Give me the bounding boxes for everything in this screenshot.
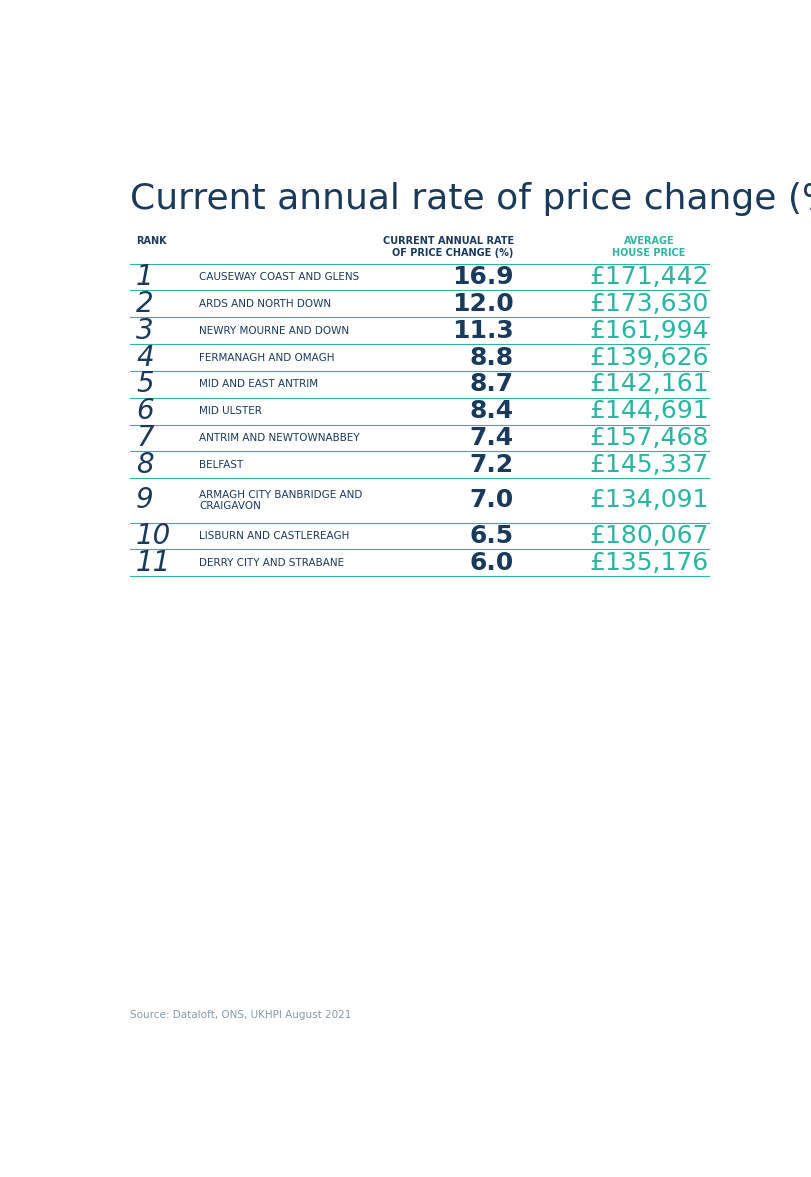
Text: CURRENT ANNUAL RATE
OF PRICE CHANGE (%): CURRENT ANNUAL RATE OF PRICE CHANGE (%) xyxy=(382,237,513,258)
Text: 10: 10 xyxy=(136,523,171,550)
Text: ARMAGH CITY BANBRIDGE AND
CRAIGAVON: ARMAGH CITY BANBRIDGE AND CRAIGAVON xyxy=(199,490,362,511)
Text: £139,626: £139,626 xyxy=(589,346,708,370)
Text: 4: 4 xyxy=(136,344,153,372)
Text: £161,994: £161,994 xyxy=(589,319,708,343)
Text: CAUSEWAY COAST AND GLENS: CAUSEWAY COAST AND GLENS xyxy=(199,272,358,282)
Text: 9: 9 xyxy=(136,486,153,514)
Text: 8.4: 8.4 xyxy=(469,399,513,424)
Text: 2: 2 xyxy=(136,290,153,318)
Text: NEWRY MOURNE AND DOWN: NEWRY MOURNE AND DOWN xyxy=(199,326,349,335)
Text: Source: Dataloft, ONS, UKHPI August 2021: Source: Dataloft, ONS, UKHPI August 2021 xyxy=(130,1010,351,1020)
Text: £142,161: £142,161 xyxy=(589,372,708,397)
Text: 7.2: 7.2 xyxy=(469,453,513,477)
Text: 16.9: 16.9 xyxy=(452,265,513,290)
Text: 6: 6 xyxy=(136,397,153,425)
Text: £157,468: £157,468 xyxy=(589,426,708,450)
Text: 5: 5 xyxy=(136,371,153,398)
Text: 7.0: 7.0 xyxy=(469,488,513,512)
Text: LISBURN AND CASTLEREAGH: LISBURN AND CASTLEREAGH xyxy=(199,531,349,541)
Text: 1: 1 xyxy=(136,262,153,291)
Text: 8: 8 xyxy=(136,451,153,479)
Text: 8.8: 8.8 xyxy=(469,346,513,370)
Text: 6.0: 6.0 xyxy=(469,551,513,574)
Text: 8.7: 8.7 xyxy=(469,372,513,397)
Text: ARDS AND NORTH DOWN: ARDS AND NORTH DOWN xyxy=(199,299,331,308)
Text: £145,337: £145,337 xyxy=(589,453,708,477)
Text: AVERAGE
HOUSE PRICE: AVERAGE HOUSE PRICE xyxy=(611,237,684,258)
Text: £135,176: £135,176 xyxy=(589,551,708,574)
Text: 3: 3 xyxy=(136,317,153,345)
Text: FERMANAGH AND OMAGH: FERMANAGH AND OMAGH xyxy=(199,353,334,363)
Text: £180,067: £180,067 xyxy=(589,524,708,548)
Text: 7.4: 7.4 xyxy=(469,426,513,450)
Text: £144,691: £144,691 xyxy=(589,399,708,424)
Text: RANK: RANK xyxy=(136,237,166,246)
Text: 6.5: 6.5 xyxy=(469,524,513,548)
Text: MID ULSTER: MID ULSTER xyxy=(199,406,262,417)
Text: MID AND EAST ANTRIM: MID AND EAST ANTRIM xyxy=(199,379,318,390)
Text: 7: 7 xyxy=(136,424,153,452)
Text: 12.0: 12.0 xyxy=(452,292,513,315)
Text: BELFAST: BELFAST xyxy=(199,460,243,470)
Text: £173,630: £173,630 xyxy=(589,292,708,315)
Text: 11.3: 11.3 xyxy=(452,319,513,343)
Text: £134,091: £134,091 xyxy=(589,488,708,512)
Text: DERRY CITY AND STRABANE: DERRY CITY AND STRABANE xyxy=(199,558,344,567)
Text: 11: 11 xyxy=(136,548,171,577)
Text: Current annual rate of price change (%): Current annual rate of price change (%) xyxy=(130,182,811,217)
Text: ANTRIM AND NEWTOWNABBEY: ANTRIM AND NEWTOWNABBEY xyxy=(199,433,359,443)
Text: £171,442: £171,442 xyxy=(589,265,708,290)
